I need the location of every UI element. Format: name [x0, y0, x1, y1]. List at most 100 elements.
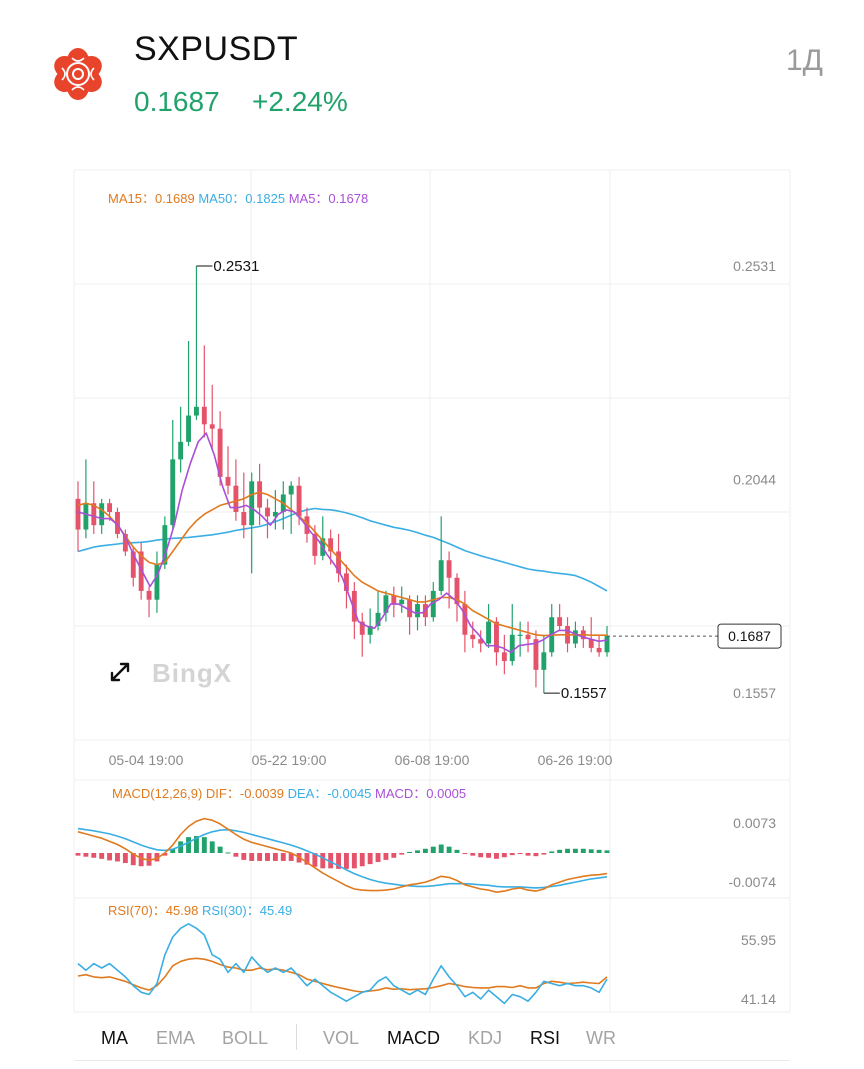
- rsi30-line: [77, 922, 608, 1005]
- macd-bar: [75, 853, 81, 856]
- macd-bar: [588, 849, 594, 853]
- time-tick-label: 06-26 19:00: [538, 752, 613, 768]
- candle-body: [91, 503, 97, 526]
- macd-bar: [320, 853, 326, 869]
- time-axis: 05-04 19:00 05-22 19:00 06-08 19:00 06-26 1…: [109, 752, 613, 768]
- macd-bar: [383, 853, 389, 860]
- candle-body: [383, 595, 389, 613]
- macd-bar: [399, 853, 405, 855]
- candles: [75, 266, 610, 694]
- macd-bar: [225, 852, 231, 854]
- macd-tick-label: 0.0073: [733, 815, 776, 831]
- rsi70-line: [77, 957, 608, 993]
- macd-bar: [146, 853, 152, 866]
- price-tick-label: 0.1557: [733, 685, 776, 701]
- price-change-percent: +2.24%: [252, 86, 348, 117]
- period-selector[interactable]: 1Д: [786, 44, 824, 77]
- candle-body: [517, 634, 523, 636]
- candle-body: [604, 636, 610, 653]
- legend-item: MACD：0.0005: [375, 786, 466, 801]
- candle-body: [359, 621, 365, 635]
- candle-body: [107, 503, 113, 512]
- macd-bar: [509, 853, 515, 856]
- price-tick-label: 0.2531: [733, 258, 776, 274]
- macd-bar: [525, 853, 531, 856]
- macd-bar: [470, 853, 476, 856]
- candle-body: [122, 533, 128, 552]
- rsi-tick-label: 41.14: [741, 991, 776, 1007]
- macd-bar: [249, 853, 255, 861]
- legend-item: DIF：-0.0039: [206, 786, 288, 801]
- macd-bar: [359, 853, 365, 867]
- legend-item: RSI(30)：45.49: [202, 903, 292, 918]
- macd-bar: [478, 853, 484, 858]
- legend-item: MA5：0.1678: [289, 191, 369, 206]
- rsi-panel: 55.95 41.14: [77, 922, 776, 1007]
- macd-bar: [580, 848, 586, 853]
- macd-bar: [201, 837, 207, 853]
- candle-body: [399, 599, 405, 605]
- candle-body: [430, 590, 436, 618]
- macd-bar: [541, 853, 547, 855]
- tab-ema[interactable]: EMA: [156, 1028, 196, 1048]
- candle-body: [407, 599, 413, 618]
- candle-body: [454, 577, 460, 605]
- candle-body: [115, 512, 120, 534]
- candle-body: [588, 639, 594, 648]
- candle-body: [209, 424, 215, 429]
- time-tick-label: 05-04 19:00: [109, 752, 184, 768]
- tab-vol[interactable]: VOL: [323, 1028, 360, 1048]
- macd-bar: [438, 844, 444, 853]
- macd-bar: [186, 837, 191, 853]
- candle-body: [541, 652, 547, 670]
- candle-body: [304, 516, 310, 534]
- macd-bar: [351, 853, 357, 869]
- dif-line: [77, 817, 608, 894]
- bingx-watermark: BingX: [152, 658, 232, 688]
- macd-bar: [138, 853, 144, 867]
- candle-body: [344, 573, 349, 591]
- bottom-divider: [74, 1060, 790, 1061]
- macd-bar: [280, 853, 286, 861]
- expand-icon[interactable]: [110, 662, 130, 682]
- macd-bar: [107, 853, 113, 861]
- candle-body: [288, 485, 294, 495]
- tab-ma[interactable]: MA: [101, 1028, 128, 1048]
- candle-body: [462, 604, 468, 635]
- candle-body: [162, 525, 168, 565]
- tab-boll[interactable]: BOLL: [222, 1028, 269, 1048]
- candle-body: [391, 595, 397, 605]
- legend-item: DEA：-0.0045: [288, 786, 375, 801]
- candle-body: [257, 481, 263, 508]
- tab-kdj[interactable]: KDJ: [468, 1028, 503, 1048]
- macd-bar: [209, 841, 215, 853]
- tab-macd[interactable]: MACD: [387, 1028, 440, 1048]
- candle-body: [193, 406, 199, 416]
- macd-panel: 0.0073 -0.0074: [75, 815, 777, 894]
- macd-bar: [494, 853, 499, 859]
- legend-item: RSI(70)：45.98: [108, 903, 202, 918]
- macd-bar: [170, 848, 176, 853]
- indicator-tabs: MA EMA BOLL VOL MACD KDJ RSI WR: [74, 1018, 790, 1058]
- candle-body: [178, 441, 184, 460]
- candle-body: [225, 476, 231, 486]
- tab-rsi[interactable]: RSI: [530, 1028, 561, 1048]
- macd-bar: [344, 853, 349, 869]
- candle-body: [265, 507, 270, 517]
- candle-body: [351, 590, 357, 622]
- candle-body: [557, 617, 563, 626]
- macd-bar: [130, 853, 136, 866]
- legend-item: MA50：0.1825: [198, 191, 288, 206]
- tab-wr[interactable]: WR: [586, 1028, 616, 1048]
- macd-bar: [407, 851, 413, 853]
- macd-bar: [596, 849, 602, 853]
- candle-body: [486, 621, 492, 644]
- macd-bar: [501, 853, 507, 858]
- macd-bar: [415, 850, 420, 853]
- macd-bar: [557, 849, 563, 853]
- candle-body: [99, 503, 105, 526]
- macd-bar: [391, 853, 397, 858]
- macd-tick-label: -0.0074: [729, 874, 777, 890]
- macd-bar: [572, 848, 578, 853]
